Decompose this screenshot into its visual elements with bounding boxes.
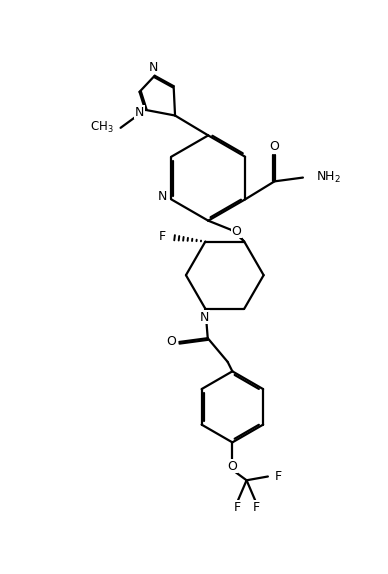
Text: O: O bbox=[166, 335, 176, 348]
Text: N: N bbox=[200, 311, 209, 324]
Text: N: N bbox=[135, 106, 144, 119]
Text: O: O bbox=[227, 460, 237, 472]
Text: F: F bbox=[275, 470, 282, 483]
Text: F: F bbox=[253, 501, 260, 514]
Text: F: F bbox=[234, 501, 241, 514]
Text: O: O bbox=[270, 140, 279, 153]
Text: NH$_2$: NH$_2$ bbox=[316, 170, 341, 185]
Text: F: F bbox=[159, 230, 166, 243]
Polygon shape bbox=[230, 227, 244, 242]
Text: N: N bbox=[149, 61, 158, 73]
Text: CH$_3$: CH$_3$ bbox=[90, 121, 113, 135]
Text: N: N bbox=[158, 191, 168, 204]
Text: O: O bbox=[232, 224, 242, 238]
